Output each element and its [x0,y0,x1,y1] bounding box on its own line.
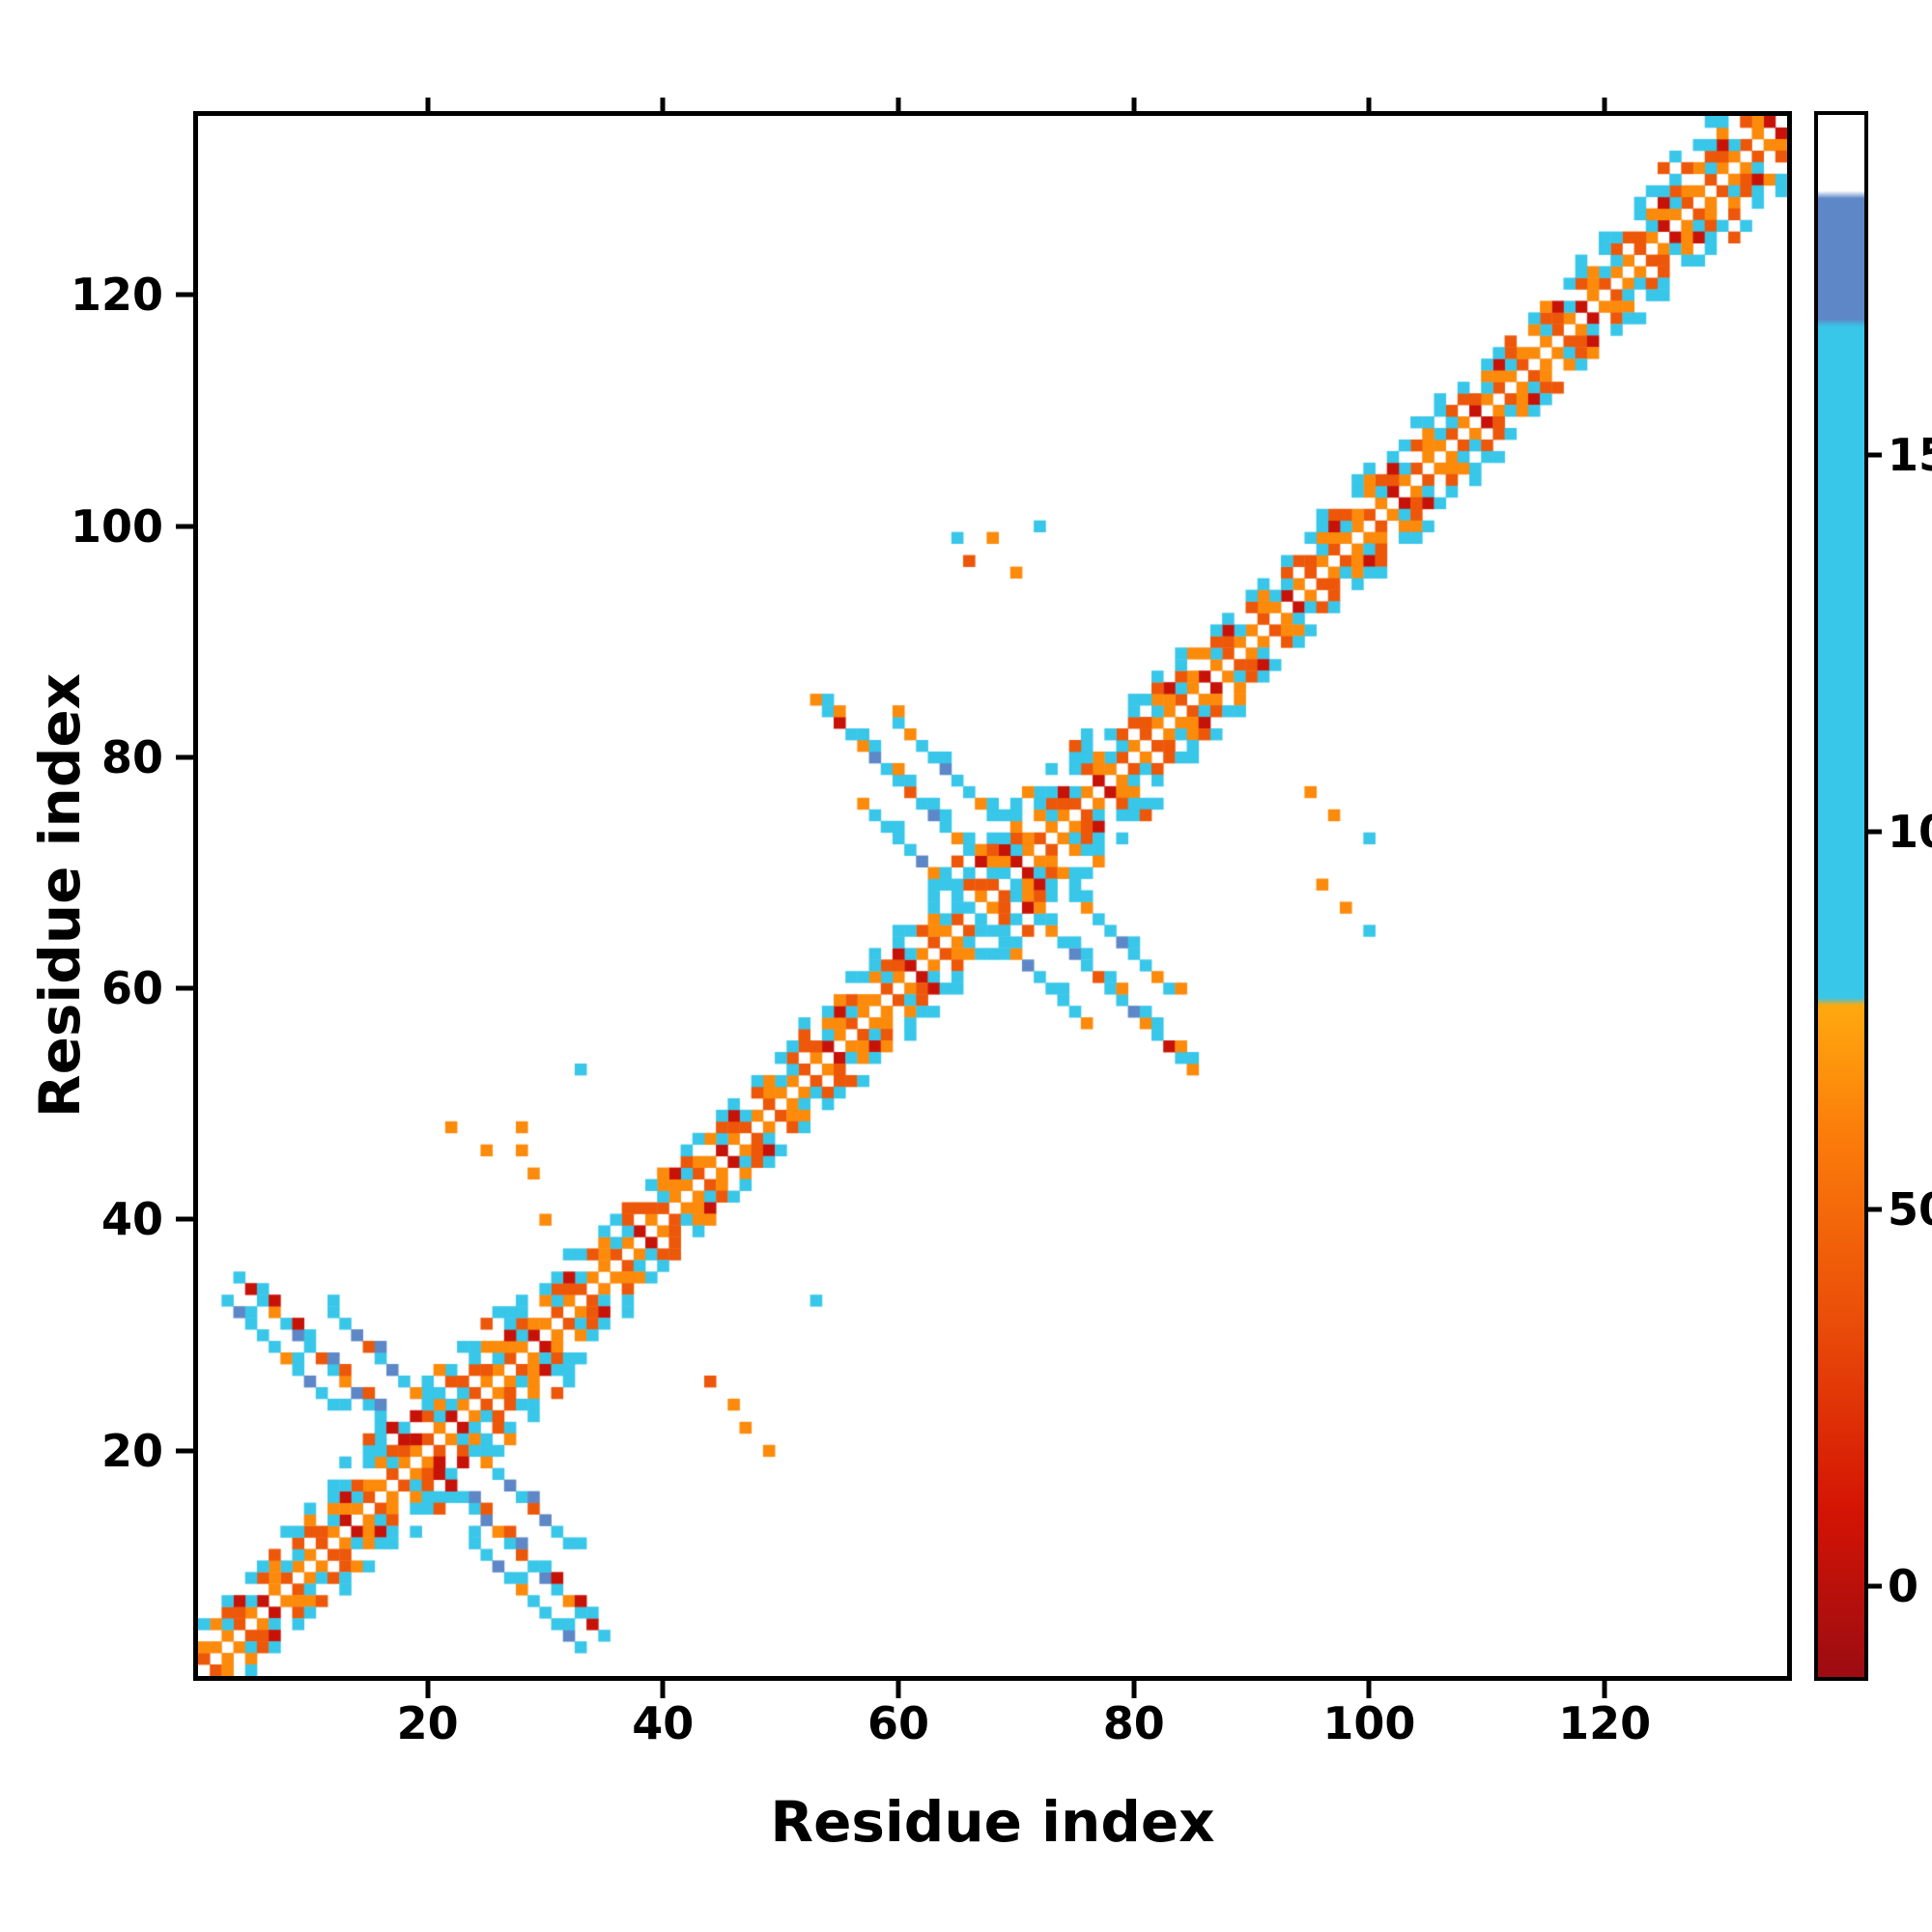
colorbar-tick [1868,452,1882,458]
x-axis-tick [425,1681,431,1698]
colorbar-tick-label: 50 [1888,1182,1932,1236]
x-axis-tick [660,1681,666,1698]
colorbar-tick [1868,829,1882,835]
x-tick-label: 120 [1558,1697,1652,1749]
x-axis-tick [1131,1681,1137,1698]
x-tick-label: 40 [632,1697,695,1749]
x-tick-label: 60 [867,1697,930,1749]
colorbar-tick [1868,1583,1882,1589]
y-axis-tick [176,1448,193,1454]
y-axis-tick [176,524,193,529]
colorbar-canvas [1818,115,1864,1677]
colorbar: 0 50 100 150 [1814,111,1932,1681]
x-axis-top-tick [1366,98,1372,111]
y-axis-tick [176,1216,193,1222]
x-axis-top-tick [895,98,901,111]
x-axis-title: Residue index [770,1789,1215,1855]
y-tick-label: 40 [100,1193,163,1246]
colorbar-tick-label: 100 [1888,806,1932,859]
y-axis-tick [176,985,193,991]
colorbar-tick-label: 150 [1888,428,1932,481]
x-axis-top-tick [1602,98,1607,111]
y-axis-tick [176,292,193,298]
x-tick-label: 80 [1102,1697,1165,1749]
y-tick-label: 100 [70,499,163,553]
y-tick-label: 120 [70,269,163,322]
x-tick-label: 20 [396,1697,459,1749]
heatmap-canvas [198,116,1787,1676]
y-tick-label: 60 [100,962,163,1015]
y-axis-tick [176,754,193,760]
plot-area: 20 40 60 80 100 120 20 40 60 80 100 120 [71,98,1792,1746]
x-tick-label: 100 [1322,1697,1416,1749]
y-tick-label: 80 [100,730,163,783]
x-axis-top-tick [660,98,666,111]
colorbar-tick-label: 0 [1888,1560,1919,1613]
y-axis-title: Residue index [27,672,93,1119]
x-axis-tick [1366,1681,1372,1698]
x-axis-top-tick [1131,98,1137,111]
colorbar-tick [1868,1207,1882,1212]
x-axis-tick [895,1681,901,1698]
y-tick-label: 20 [100,1424,163,1477]
x-axis-tick [1602,1681,1607,1698]
x-axis-top-tick [425,98,431,111]
